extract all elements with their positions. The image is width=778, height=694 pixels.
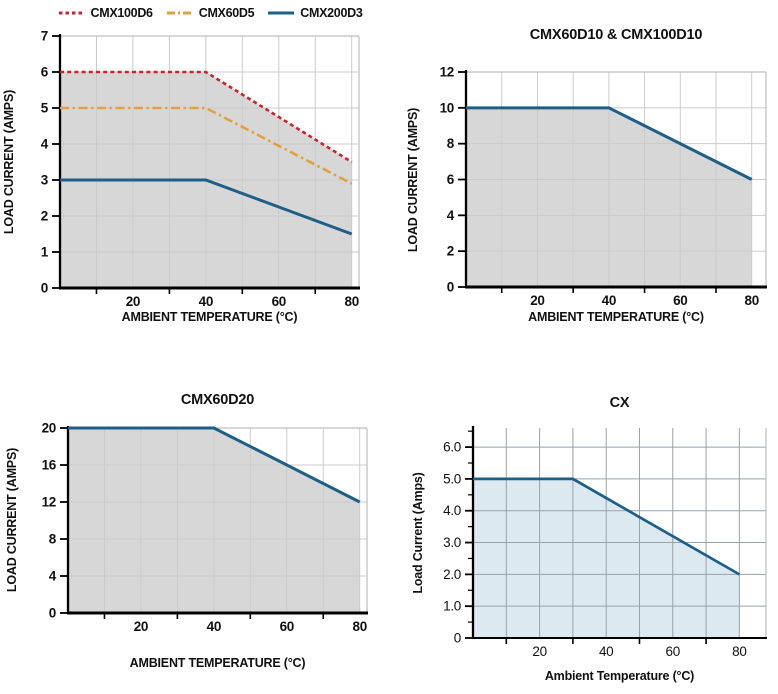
x-tick-label: 80 (732, 644, 746, 659)
y-tick-label: 3 (41, 173, 49, 188)
y-tick-label: 1.0 (443, 599, 461, 614)
y-tick-label: 1 (41, 245, 49, 260)
y-tick-label: 12 (440, 65, 454, 80)
x-tick-label: 40 (199, 294, 213, 309)
y-axis-label-chart3: LOAD CURRENT (AMPS) (5, 447, 19, 593)
y-tick-label: 4.0 (443, 503, 461, 518)
y-tick-label: 5 (41, 101, 49, 116)
y-tick-label: 2.0 (443, 567, 461, 582)
y-tick-label: 6 (447, 172, 455, 187)
y-tick-label: 8 (447, 136, 455, 151)
x-axis-label-chart1: AMBIENT TEMPERATURE (°C) (121, 310, 298, 324)
x-axis-label-chart2: AMBIENT TEMPERATURE (°C) (528, 310, 704, 324)
y-tick-label: 0 (49, 606, 56, 621)
legend-swatch-dashed-line-icon (58, 11, 85, 15)
legend-item-label: CMX60D5 (198, 6, 255, 20)
y-tick-label: 5.0 (443, 471, 461, 486)
series-line (60, 178, 353, 236)
x-axis-label-chart4: Ambient Temperature (°C) (544, 669, 695, 683)
x-tick-label: 20 (532, 644, 546, 659)
x-tick-label: 80 (344, 294, 358, 309)
series-line (466, 106, 753, 181)
chart-title-cx: CX (609, 395, 630, 411)
y-tick-label: 12 (42, 495, 56, 510)
x-tick-label: 60 (272, 294, 286, 309)
chart-title-cmx60d20: CMX60D20 (180, 392, 255, 408)
chart-title-cmx60d10-cmx100d10: CMX60D10 & CMX100D10 (529, 27, 703, 43)
y-axis-label-chart4: Load Current (Amps) (411, 472, 425, 594)
series-line (60, 70, 353, 164)
x-tick-label: 40 (599, 644, 613, 659)
x-tick-label: 20 (126, 294, 140, 309)
x-tick-label: 20 (134, 619, 148, 634)
y-tick-label: 20 (42, 421, 56, 436)
x-tick-label: 60 (673, 293, 687, 308)
y-tick-label: 3.0 (443, 535, 461, 550)
series-line (473, 477, 741, 576)
x-tick-label: 80 (352, 619, 366, 634)
x-tick-label: 20 (530, 293, 544, 308)
y-tick-label: 4 (447, 208, 455, 223)
x-tick-label: 80 (745, 293, 759, 308)
legend-item-label: CMX100D6 (90, 6, 154, 20)
legend-item: CMX60D5 (166, 6, 255, 20)
legend: CMX100D6 CMX60D5 CMX200D3 (58, 2, 363, 24)
y-tick-label: 0 (454, 631, 461, 646)
y-tick-label: 2 (41, 209, 48, 224)
legend-item: CMX200D3 (267, 6, 363, 20)
x-tick-label: 60 (666, 644, 680, 659)
series-line (60, 106, 353, 185)
y-tick-label: 16 (42, 458, 57, 473)
legend-item-label: CMX200D3 (300, 6, 363, 20)
y-tick-label: 6.0 (443, 440, 461, 455)
x-tick-label: 40 (207, 619, 221, 634)
series-line (68, 426, 361, 504)
y-tick-label: 7 (41, 29, 48, 44)
y-tick-label: 10 (440, 100, 454, 115)
x-axis-label-chart3: AMBIENT TEMPERATURE (°C) (129, 656, 306, 670)
y-axis-label-chart2: LOAD CURRENT (AMPS) (406, 107, 420, 253)
legend-swatch-dashdot-line-icon (166, 11, 193, 15)
x-tick-label: 40 (602, 293, 616, 308)
y-tick-label: 0 (447, 280, 454, 295)
y-axis-label-chart1: LOAD CURRENT (AMPS) (2, 89, 16, 235)
y-tick-label: 4 (41, 137, 49, 152)
y-tick-label: 4 (49, 569, 57, 584)
legend-item: CMX100D6 (58, 6, 153, 20)
y-tick-label: 0 (41, 281, 48, 296)
legend-swatch-solid-line-icon (268, 11, 295, 15)
y-tick-label: 8 (49, 532, 57, 547)
y-tick-label: 2 (447, 244, 454, 259)
y-tick-label: 6 (41, 65, 49, 80)
x-tick-label: 60 (280, 619, 294, 634)
